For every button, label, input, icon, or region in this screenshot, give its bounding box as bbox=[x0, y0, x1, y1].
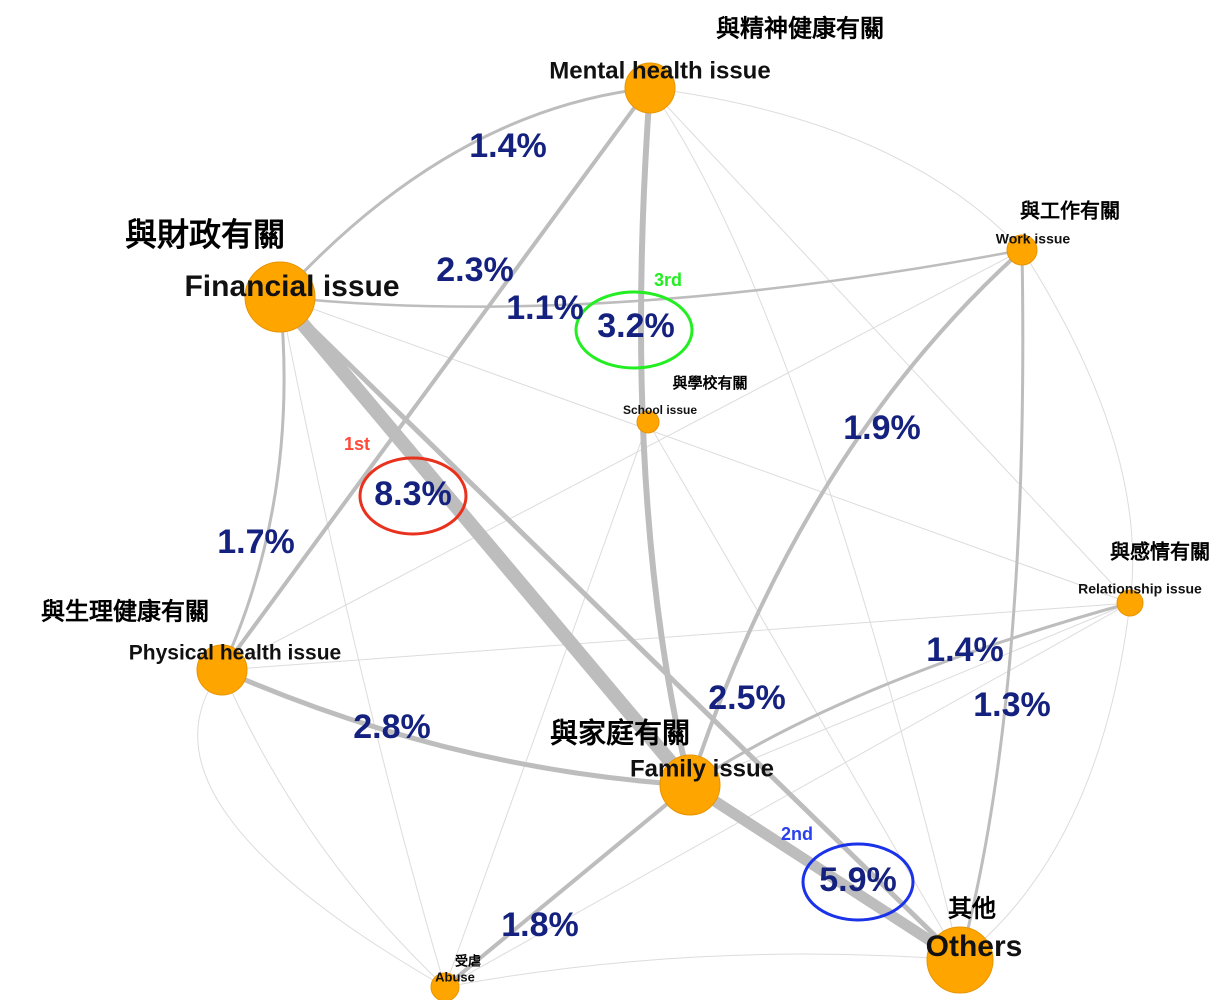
node-label: Relationship issue bbox=[1078, 581, 1202, 597]
edge-label: 5.9% bbox=[819, 861, 897, 899]
edge-label: 1.7% bbox=[217, 523, 295, 561]
node-label-zh: 其他 bbox=[948, 895, 996, 922]
node bbox=[1006, 234, 1038, 266]
node-label: Mental health issue bbox=[549, 57, 770, 84]
edge-label: 2.8% bbox=[353, 708, 431, 746]
rank-label: 2nd bbox=[781, 824, 813, 844]
edge-label: 8.3% bbox=[374, 475, 452, 513]
node-label: Work issue bbox=[996, 231, 1071, 247]
node bbox=[1116, 589, 1144, 617]
node bbox=[659, 754, 721, 816]
node bbox=[196, 644, 248, 696]
node-label: Physical health issue bbox=[129, 642, 341, 665]
node-label-zh: 與財政有關 bbox=[125, 216, 285, 252]
edge-label: 1.9% bbox=[843, 409, 921, 447]
node bbox=[430, 972, 460, 1000]
node-label-zh: 與家庭有關 bbox=[550, 716, 690, 748]
node-label: Family issue bbox=[630, 755, 774, 782]
edge-label: 1.4% bbox=[926, 631, 1004, 669]
node-label-zh: 與生理健康有關 bbox=[41, 597, 209, 625]
node-label-zh: 受虐 bbox=[455, 953, 481, 968]
edge-label: 2.5% bbox=[708, 679, 786, 717]
nodes bbox=[196, 62, 1144, 1000]
rank-label: 3rd bbox=[654, 270, 682, 290]
node-label-zh: 與學校有關 bbox=[672, 374, 747, 392]
node-label-zh: 與工作有關 bbox=[1020, 198, 1120, 222]
node bbox=[636, 410, 660, 434]
edge-label: 1.4% bbox=[469, 127, 547, 165]
rank-ellipse bbox=[358, 456, 468, 536]
node bbox=[926, 926, 994, 994]
edge-label: 2.3% bbox=[436, 251, 514, 289]
rank-ellipse bbox=[574, 290, 694, 370]
node bbox=[624, 62, 676, 114]
edge-label: 1.1% bbox=[506, 289, 584, 327]
node-label-zh: 與精神健康有關 bbox=[716, 14, 884, 42]
edge-label: 1.8% bbox=[501, 906, 579, 944]
node-label: Others bbox=[926, 930, 1023, 963]
node-label-zh: 與感情有關 bbox=[1110, 539, 1210, 563]
rank-label: 1st bbox=[344, 434, 370, 454]
node-label: Financial issue bbox=[184, 270, 399, 303]
node bbox=[244, 261, 316, 333]
edges bbox=[219, 85, 1132, 989]
rank-ellipse bbox=[801, 842, 915, 922]
node-label: Abuse bbox=[435, 969, 475, 984]
faint-edges bbox=[197, 87, 1134, 988]
edge-label: 3.2% bbox=[597, 307, 675, 345]
node-label: School issue bbox=[623, 403, 697, 417]
edge-label: 1.3% bbox=[973, 686, 1051, 724]
